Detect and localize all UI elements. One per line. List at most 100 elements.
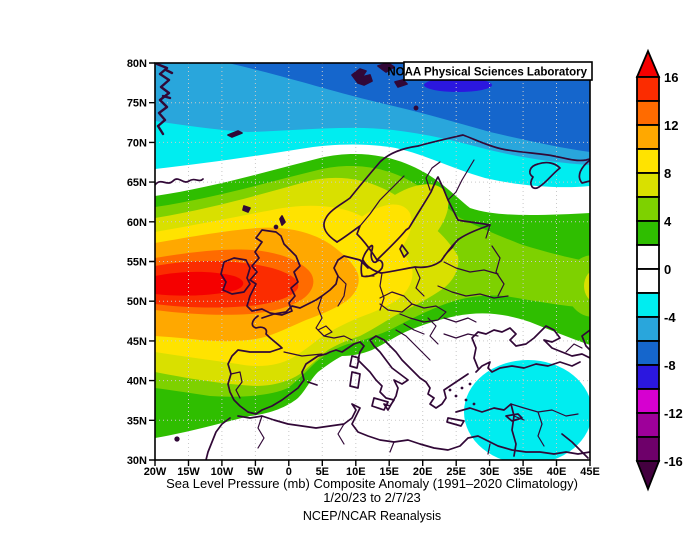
colorbar-seg-neg14 bbox=[636, 412, 660, 438]
france-iberia-coast bbox=[227, 315, 361, 415]
shetland-island bbox=[279, 215, 286, 226]
caption-block: Sea Level Pressure (mb) Composite Anomal… bbox=[166, 476, 578, 523]
sardinia-island bbox=[349, 371, 361, 389]
lat-ticks bbox=[149, 62, 155, 461]
colorbar-label: -8 bbox=[664, 358, 676, 373]
colorbar-label: 8 bbox=[664, 166, 671, 181]
colorbar-labels: 16 12 8 4 0 -4 -8 -12 -16 bbox=[664, 70, 683, 469]
lon-ticks bbox=[154, 460, 591, 466]
kanin-coast bbox=[578, 159, 590, 184]
lat-label: 45N bbox=[127, 336, 147, 348]
colorbar-seg-14-16 bbox=[636, 76, 660, 102]
lon-axis-labels: 20W 15W 10W 5W 0 5E 10E 15E 20E 25E 30E … bbox=[144, 466, 600, 478]
lat-label: 70N bbox=[127, 137, 147, 149]
crete-island bbox=[446, 417, 465, 427]
colorbar-label: 0 bbox=[664, 262, 671, 277]
lat-label: 60N bbox=[127, 217, 147, 229]
colorbar-label: -16 bbox=[664, 454, 683, 469]
contour-core-gt16 bbox=[155, 271, 244, 296]
lon-label: 0 bbox=[286, 466, 292, 478]
colorbar-seg-neg10 bbox=[636, 364, 660, 390]
sicily-island bbox=[371, 397, 389, 411]
turkey-south-levant-coast bbox=[455, 403, 517, 457]
denmark-coast bbox=[360, 244, 384, 278]
caspian-coast bbox=[581, 329, 590, 351]
greenland-coast bbox=[155, 63, 174, 136]
lon-label: 20W bbox=[144, 466, 167, 478]
lon-label: 40E bbox=[547, 466, 567, 478]
contour-band-neg6-neg8-north bbox=[228, 63, 590, 152]
white-sea-coast bbox=[528, 161, 561, 190]
colorbar-label: -12 bbox=[664, 406, 683, 421]
axis-ticks bbox=[149, 62, 591, 466]
lon-label: 20E bbox=[413, 466, 433, 478]
credit-box-frame bbox=[403, 61, 593, 81]
lon-label: 25E bbox=[446, 466, 466, 478]
cyprus-island bbox=[505, 413, 523, 422]
colorbar-seg-12-14 bbox=[636, 100, 660, 126]
gulf-coast-corner bbox=[561, 433, 589, 459]
credit-text: NOAA Physical Sciences Laboratory bbox=[387, 67, 587, 79]
lon-label: 5W bbox=[247, 466, 264, 478]
baltic-scandinavia-coast bbox=[336, 176, 491, 274]
colorbar-seg-neg8 bbox=[636, 340, 660, 366]
credit-box: NOAA Physical Sciences Laboratory bbox=[387, 61, 593, 81]
lat-label: 55N bbox=[127, 257, 147, 269]
north-africa-coast bbox=[205, 403, 590, 460]
lon-label: 35E bbox=[513, 466, 533, 478]
colorbar-arrow-down bbox=[635, 460, 661, 492]
channel-northsea-coast bbox=[261, 255, 369, 319]
lat-label: 80N bbox=[127, 58, 147, 70]
lat-label: 50N bbox=[127, 296, 147, 308]
caption-period: 1/20/23 to 2/7/23 bbox=[323, 490, 421, 505]
caption-title: Sea Level Pressure (mb) Composite Anomal… bbox=[166, 476, 578, 491]
colorbar-seg-2-4 bbox=[636, 220, 660, 246]
lon-label: 10W bbox=[211, 466, 234, 478]
madeira-island bbox=[174, 436, 180, 442]
lat-label: 75N bbox=[127, 98, 147, 110]
caption-source: NCEP/NCAR Reanalysis bbox=[303, 509, 441, 523]
colorbar-seg-8-10 bbox=[636, 148, 660, 174]
colorbar-label: 12 bbox=[664, 118, 678, 133]
colorbar-label: 4 bbox=[664, 214, 672, 229]
turkey-north-coast bbox=[475, 361, 581, 373]
aegean-islands bbox=[448, 382, 476, 406]
colorbar-seg-10-12 bbox=[636, 124, 660, 150]
black-sea-azov-coast bbox=[471, 325, 590, 369]
colorbar-label: 16 bbox=[664, 70, 678, 85]
lon-label: 5E bbox=[316, 466, 329, 478]
lat-label: 35N bbox=[127, 415, 147, 427]
lon-label: 15E bbox=[379, 466, 399, 478]
lat-axis-labels: 80N 75N 70N 65N 60N 55N 50N 45N 40N 35N … bbox=[127, 58, 147, 467]
contour-patch-4-6-east bbox=[566, 255, 590, 317]
great-britain-coast bbox=[246, 229, 301, 316]
colorbar-label: -4 bbox=[664, 310, 676, 325]
lat-label: 65N bbox=[127, 177, 147, 189]
italy-adriatic-greece-coast bbox=[357, 335, 469, 411]
corsica-island bbox=[349, 355, 360, 369]
gotland-island bbox=[399, 244, 409, 258]
lon-label: 30E bbox=[480, 466, 500, 478]
contour-arm-8-10-sweden bbox=[332, 204, 412, 280]
colorbar-seg-neg12 bbox=[636, 388, 660, 414]
norway-kola-coast bbox=[323, 134, 590, 243]
contour-spot-neg8-neg10 bbox=[424, 78, 492, 92]
contour-blob-neg2-neg4-levant bbox=[464, 360, 590, 460]
map-fill-layers bbox=[155, 63, 590, 460]
colorbar-seg-neg6 bbox=[636, 316, 660, 342]
faroe-islands bbox=[242, 205, 251, 213]
colorbar-seg-neg16 bbox=[636, 436, 660, 462]
ireland-coast bbox=[220, 257, 251, 295]
lon-label: 15W bbox=[177, 466, 200, 478]
colorbar-seg-0-2 bbox=[636, 244, 660, 270]
iceland-coast bbox=[155, 178, 204, 186]
lat-label: 30N bbox=[127, 455, 147, 467]
colorbar-seg-neg2-0 bbox=[636, 268, 660, 294]
colorbar-seg-neg4 bbox=[636, 292, 660, 318]
lon-label: 45E bbox=[580, 466, 600, 478]
colorbar: 16 12 8 4 0 -4 -8 -12 -16 bbox=[635, 48, 683, 492]
colorbar-seg-6-8 bbox=[636, 172, 660, 198]
country-borders bbox=[230, 159, 583, 455]
jan-mayen-island bbox=[227, 130, 243, 138]
